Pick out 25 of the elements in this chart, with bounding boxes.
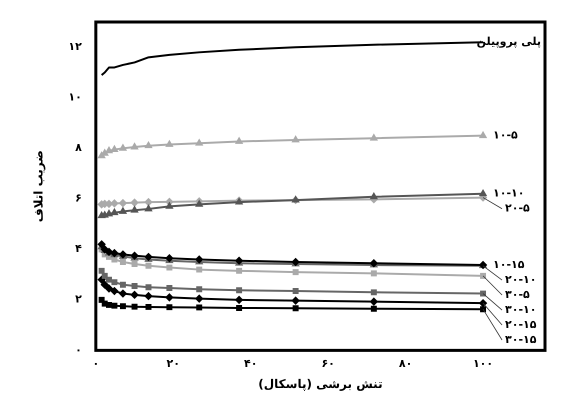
series-label: ۳۰-۱۰ <box>505 302 536 316</box>
y-tick-label: ۴ <box>75 242 82 256</box>
x-tick-label: ۶۰ <box>321 356 335 370</box>
y-tick-label: ۲ <box>75 292 82 306</box>
y-tick-label: ۱۲ <box>68 40 82 54</box>
y-tick-label: ۱۰ <box>68 90 82 104</box>
x-tick-label: ۸۰ <box>398 356 412 370</box>
x-tick-label: ۴۰ <box>244 356 258 370</box>
text: ۳۰-۱۵ <box>505 332 537 346</box>
y-tick-label: ۰ <box>75 343 82 356</box>
text: ۳۰-۵ <box>505 288 530 301</box>
series-label: ۲۰-۱۰ <box>505 272 536 286</box>
y-tick-label: ۸ <box>75 141 82 154</box>
text: ۲۰-۱۵ <box>505 318 537 331</box>
series-label: ۱۰-۱۰ <box>493 186 524 200</box>
y-tick-label: ۶ <box>75 192 82 205</box>
series-label: ۲۰-۵ <box>505 202 530 215</box>
x-tick-label: ۰ <box>92 356 100 370</box>
x-tick-label: ۱۰۰ <box>472 356 494 370</box>
y-axis-title: ضریب اتلاف <box>31 150 46 222</box>
x-tick-label: ۲۰ <box>166 356 180 370</box>
series-label: ۱۰-۱۵ <box>493 258 525 271</box>
series-label: پلی پروپیلن <box>476 35 542 48</box>
series-label: ۱۰-۵ <box>493 128 518 142</box>
x-axis-title: تنش برشی (پاسکال) <box>258 376 383 391</box>
